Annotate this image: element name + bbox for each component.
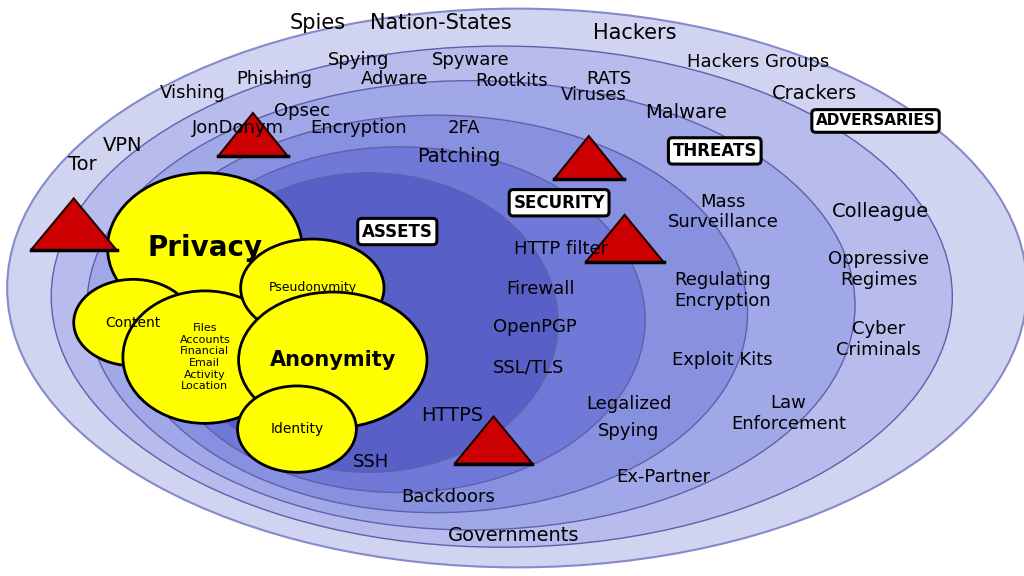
Ellipse shape — [108, 173, 302, 323]
Text: THREATS: THREATS — [673, 142, 757, 160]
Text: Exploit Kits: Exploit Kits — [672, 351, 772, 369]
Text: Ex-Partner: Ex-Partner — [616, 468, 711, 486]
Text: Patching: Patching — [417, 147, 501, 166]
Text: Encryption: Encryption — [310, 119, 407, 137]
Polygon shape — [554, 136, 624, 179]
Text: SSH: SSH — [352, 453, 389, 471]
Text: Firewall: Firewall — [507, 280, 574, 298]
Polygon shape — [455, 416, 532, 464]
Text: Files
Accounts
Financial
Email
Activity
Location: Files Accounts Financial Email Activity … — [179, 323, 230, 391]
Text: ASSETS: ASSETS — [361, 222, 433, 241]
Text: Hackers Groups: Hackers Groups — [687, 53, 828, 71]
Text: Malware: Malware — [645, 103, 727, 122]
Ellipse shape — [74, 279, 193, 366]
Text: SSL/TLS: SSL/TLS — [493, 358, 564, 377]
Text: ADVERSARIES: ADVERSARIES — [816, 113, 935, 128]
Ellipse shape — [7, 9, 1024, 567]
Text: Cyber
Criminals: Cyber Criminals — [837, 320, 921, 359]
Text: Hackers: Hackers — [593, 24, 677, 43]
Text: Phishing: Phishing — [237, 70, 312, 89]
Text: Crackers: Crackers — [771, 84, 857, 103]
Text: Legalized: Legalized — [586, 395, 672, 414]
Text: Viruses: Viruses — [561, 86, 627, 104]
Ellipse shape — [179, 173, 558, 472]
Text: Backdoors: Backdoors — [401, 487, 496, 506]
Text: Colleague: Colleague — [833, 203, 929, 221]
Ellipse shape — [239, 292, 427, 428]
Text: Rootkits: Rootkits — [476, 71, 548, 90]
Ellipse shape — [241, 239, 384, 337]
Polygon shape — [31, 198, 117, 250]
Ellipse shape — [154, 147, 645, 492]
Polygon shape — [586, 215, 664, 262]
Text: RATS: RATS — [587, 70, 632, 89]
Text: Spies: Spies — [290, 13, 345, 33]
Text: Spying: Spying — [598, 422, 659, 440]
Text: Adware: Adware — [360, 70, 428, 89]
Text: VPN: VPN — [103, 136, 142, 154]
Text: Tor: Tor — [68, 155, 96, 173]
Text: 2FA: 2FA — [447, 119, 480, 137]
Text: Anonymity: Anonymity — [269, 350, 396, 370]
Ellipse shape — [238, 386, 356, 472]
Text: Privacy: Privacy — [147, 234, 262, 262]
Ellipse shape — [87, 81, 855, 530]
Text: Mass
Surveillance: Mass Surveillance — [668, 192, 778, 232]
Text: Spying: Spying — [328, 51, 389, 70]
Text: Opsec: Opsec — [274, 101, 330, 120]
Text: Spyware: Spyware — [432, 51, 510, 70]
Text: Vishing: Vishing — [160, 84, 225, 103]
Text: HTTP filter: HTTP filter — [514, 240, 608, 258]
Text: Nation-States: Nation-States — [370, 13, 511, 33]
Text: Regulating
Encryption: Regulating Encryption — [675, 271, 771, 310]
Text: OpenPGP: OpenPGP — [493, 318, 577, 336]
Text: Oppressive
Regimes: Oppressive Regimes — [828, 250, 929, 289]
Text: Law
Enforcement: Law Enforcement — [731, 394, 846, 433]
Text: SECURITY: SECURITY — [513, 194, 605, 212]
Text: Pseudonymity: Pseudonymity — [268, 282, 356, 294]
Ellipse shape — [51, 46, 952, 547]
Polygon shape — [218, 113, 288, 156]
Text: JonDonym: JonDonym — [191, 119, 284, 137]
Ellipse shape — [123, 115, 748, 513]
Ellipse shape — [123, 291, 287, 423]
Text: Identity: Identity — [270, 422, 324, 436]
Text: HTTPS: HTTPS — [422, 407, 483, 425]
Text: Governments: Governments — [449, 526, 580, 545]
Text: Content: Content — [105, 316, 161, 329]
